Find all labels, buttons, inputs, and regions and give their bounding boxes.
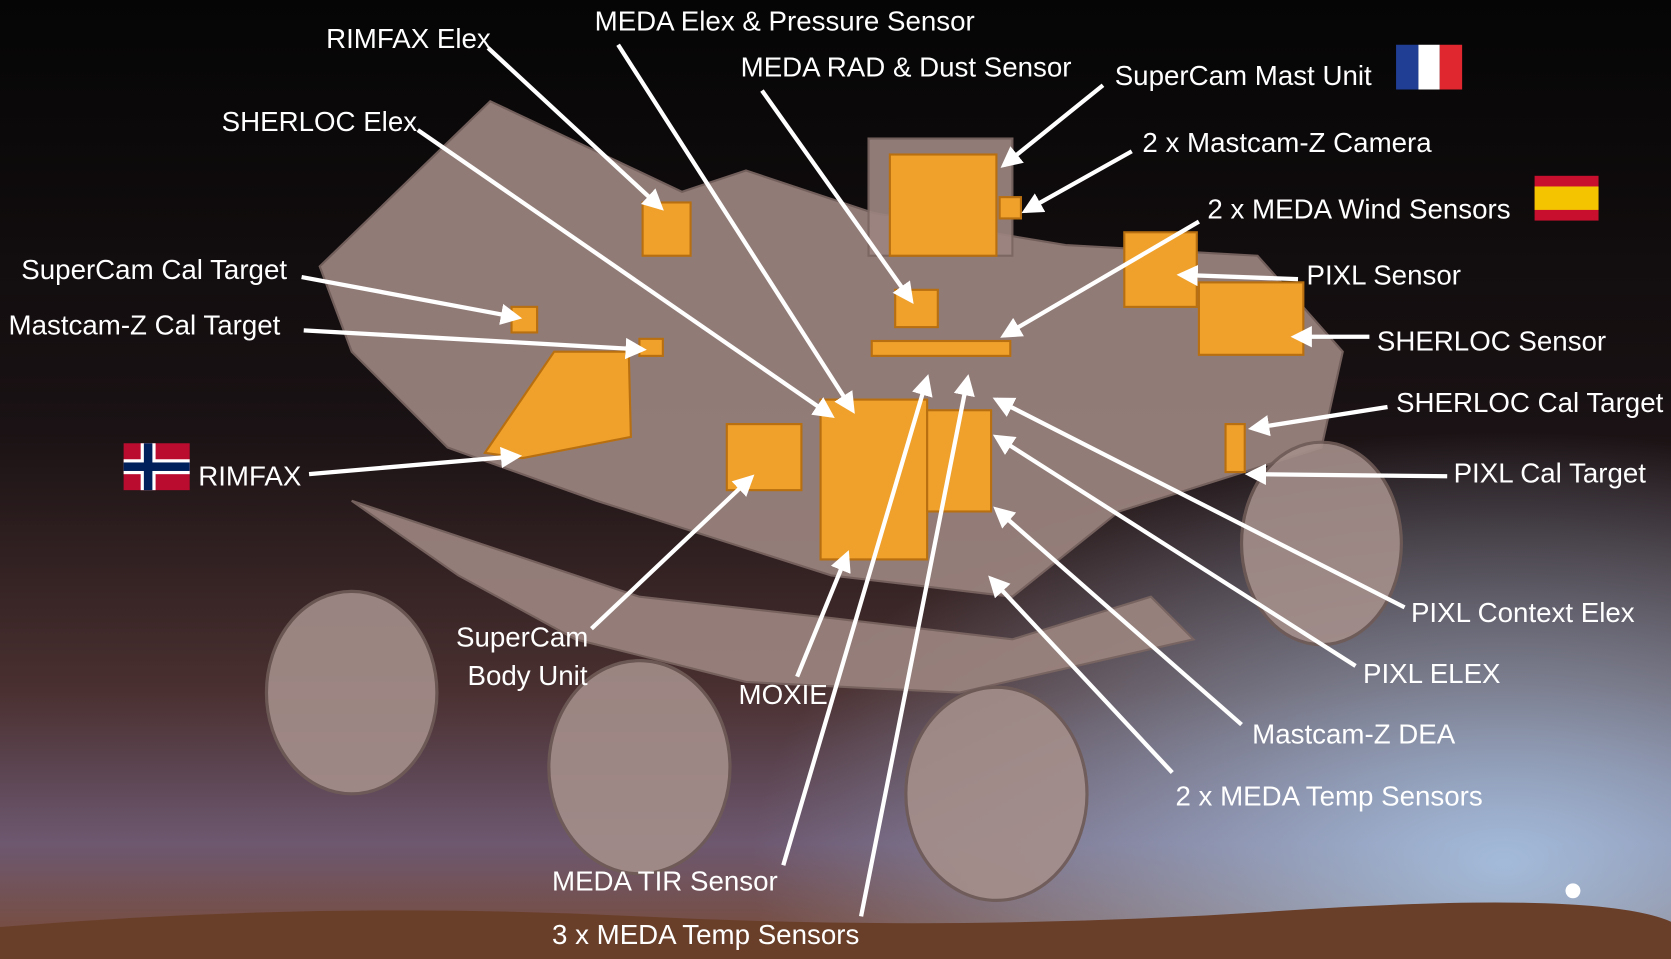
label: MEDA Elex & Pressure Sensor bbox=[595, 6, 975, 37]
label: PIXL Context Elex bbox=[1411, 597, 1635, 628]
page: MEDA Elex & Pressure Sensor RIMFAX Elex … bbox=[0, 0, 1671, 959]
label: Mastcam-Z Cal Target bbox=[9, 309, 281, 340]
sun bbox=[1565, 883, 1580, 898]
flag-norway bbox=[124, 443, 190, 490]
label: RIMFAX bbox=[198, 461, 301, 492]
label: MEDA RAD & Dust Sensor bbox=[741, 52, 1072, 83]
label: MOXIE bbox=[739, 679, 828, 710]
label: 2 x MEDA Temp Sensors bbox=[1175, 780, 1482, 811]
label: SHERLOC Cal Target bbox=[1396, 387, 1664, 418]
flag-france bbox=[1396, 45, 1462, 90]
label: SuperCam Cal Target bbox=[21, 254, 287, 285]
label: Body Unit bbox=[467, 660, 587, 691]
label: SHERLOC Elex bbox=[222, 106, 418, 137]
diagram: MEDA Elex & Pressure Sensor RIMFAX Elex … bbox=[0, 0, 1671, 959]
label: PIXL Sensor bbox=[1307, 259, 1461, 290]
label: RIMFAX Elex bbox=[326, 23, 491, 54]
label: SuperCam Mast Unit bbox=[1115, 60, 1372, 91]
label: 3 x MEDA Temp Sensors bbox=[552, 919, 859, 950]
label: PIXL ELEX bbox=[1363, 658, 1501, 689]
label: 2 x Mastcam-Z Camera bbox=[1142, 127, 1432, 158]
label: SuperCam bbox=[456, 622, 588, 653]
label: SHERLOC Sensor bbox=[1377, 325, 1606, 356]
label: PIXL Cal Target bbox=[1454, 458, 1647, 489]
label: Mastcam-Z DEA bbox=[1252, 719, 1456, 750]
label: MEDA TIR Sensor bbox=[552, 866, 778, 897]
flag-spain bbox=[1535, 176, 1599, 221]
label: 2 x MEDA Wind Sensors bbox=[1207, 193, 1510, 224]
